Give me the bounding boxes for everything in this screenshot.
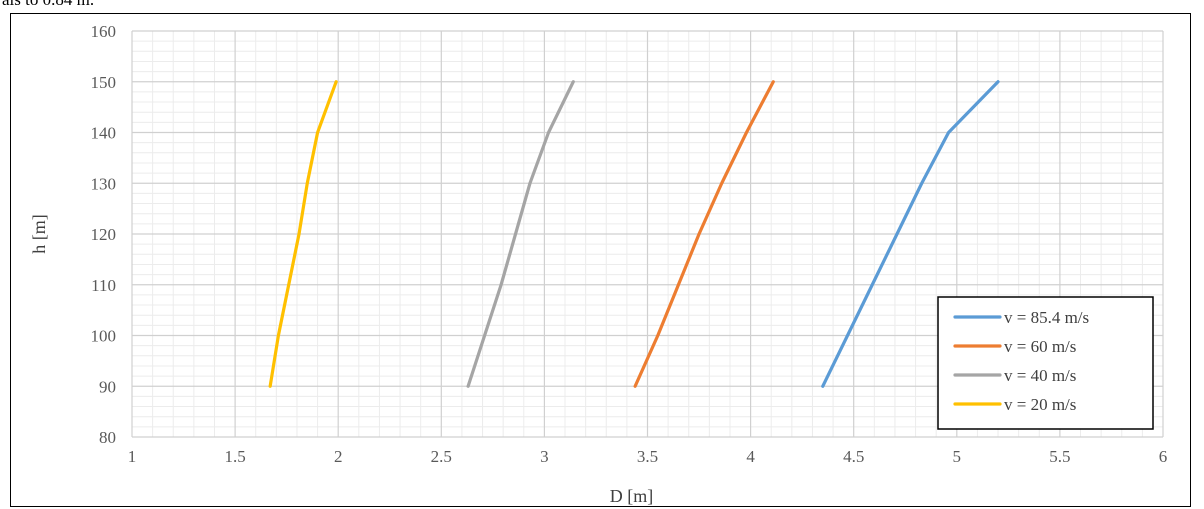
x-tick-label: 3.5 — [637, 447, 658, 466]
chart-frame — [10, 13, 1191, 507]
series-lines — [268, 80, 1000, 388]
y-tick-label: 80 — [99, 428, 116, 447]
legend-box — [937, 296, 1154, 430]
y-tick-label: 110 — [91, 276, 116, 295]
y-tick-label: 160 — [91, 22, 117, 41]
series-line — [821, 80, 1000, 388]
legend-label: v = 85.4 m/s — [1004, 308, 1089, 327]
legend-label: v = 40 m/s — [1004, 366, 1076, 385]
y-tick-labels: 80 90 100 110 120 130 140 150 160 — [91, 22, 117, 447]
caption-text: als to 0.84 m. — [2, 0, 94, 10]
x-tick-label: 4.5 — [843, 447, 864, 466]
x-tick-label: 5.5 — [1049, 447, 1070, 466]
y-tick-label: 130 — [91, 174, 117, 193]
x-tick-label: 2 — [334, 447, 343, 466]
series-line — [466, 80, 575, 388]
y-tick-label: 100 — [91, 327, 117, 346]
y-axis-title: h [m] — [29, 214, 49, 254]
x-tick-label: 3 — [540, 447, 549, 466]
x-axis-title: D [m] — [610, 486, 654, 506]
y-tick-label: 140 — [91, 124, 117, 143]
y-tick-label: 120 — [91, 225, 117, 244]
x-tick-label: 2.5 — [431, 447, 452, 466]
legend-label: v = 20 m/s — [1004, 395, 1076, 414]
series-line — [268, 80, 338, 388]
x-tick-label: 1.5 — [224, 447, 245, 466]
legend: v = 85.4 m/s v = 60 m/s v = 40 m/s v = 20 m… — [937, 296, 1154, 430]
x-tick-label: 1 — [128, 447, 137, 466]
y-tick-label: 150 — [91, 73, 117, 92]
legend-label: v = 60 m/s — [1004, 337, 1076, 356]
series-line — [633, 80, 775, 388]
y-tick-label: 90 — [99, 377, 116, 396]
x-tick-label: 5 — [953, 447, 962, 466]
x-tick-label: 6 — [1159, 447, 1168, 466]
x-tick-labels: 1 1.5 2 2.5 3 3.5 4 4.5 5 5.5 6 — [128, 447, 1168, 466]
x-tick-label: 4 — [746, 447, 755, 466]
